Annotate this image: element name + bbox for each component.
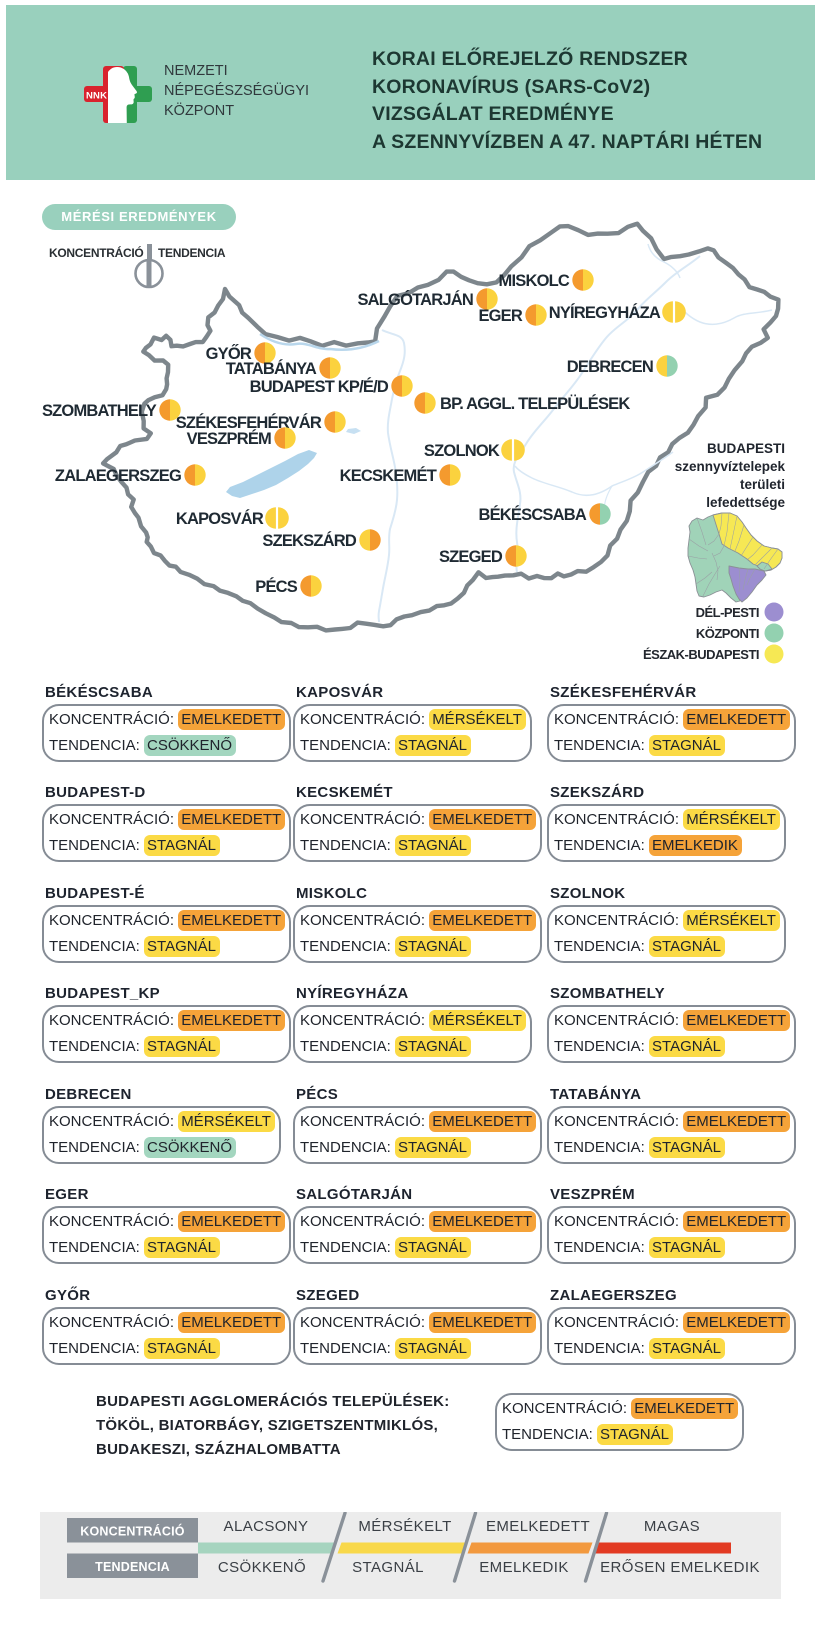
svg-text:KONCENTRÁCIÓ: KONCENTRÁCIÓ	[80, 1524, 185, 1539]
svg-text:ÉSZAK-BUDAPESTI: ÉSZAK-BUDAPESTI	[643, 647, 759, 662]
svg-text:BP. AGGL. TELEPÜLÉSEK: BP. AGGL. TELEPÜLÉSEK	[440, 394, 630, 413]
svg-text:KAPOSVÁR: KAPOSVÁR	[176, 509, 264, 528]
svg-text:szennyvíztelepek: szennyvíztelepek	[675, 459, 786, 474]
svg-text:PÉCS: PÉCS	[255, 577, 298, 596]
svg-text:lefedettsége: lefedettsége	[706, 495, 785, 510]
svg-text:BÉKÉSCSABA: BÉKÉSCSABA	[478, 505, 586, 524]
svg-text:BUDAPESTI: BUDAPESTI	[707, 441, 785, 456]
svg-text:SZÉKESFEHÉRVÁR: SZÉKESFEHÉRVÁR	[176, 413, 322, 432]
svg-text:SZOLNOK: SZOLNOK	[424, 442, 500, 460]
svg-text:BUDAPEST KP/É/D: BUDAPEST KP/É/D	[250, 377, 389, 396]
svg-text:DEBRECEN: DEBRECEN	[567, 358, 653, 376]
svg-text:EGER: EGER	[478, 307, 522, 325]
svg-text:NYÍREGYHÁZA: NYÍREGYHÁZA	[549, 303, 661, 322]
svg-text:SZOMBATHELY: SZOMBATHELY	[42, 402, 157, 420]
svg-text:SALGÓTARJÁN: SALGÓTARJÁN	[357, 290, 473, 309]
svg-text:KÖZPONTI: KÖZPONTI	[696, 626, 759, 641]
svg-text:SZEGED: SZEGED	[439, 548, 503, 566]
svg-text:VESZPRÉM: VESZPRÉM	[187, 429, 271, 448]
svg-text:NNK: NNK	[86, 91, 107, 102]
svg-text:SZEKSZÁRD: SZEKSZÁRD	[262, 531, 357, 550]
svg-text:KECSKEMÉT: KECSKEMÉT	[340, 466, 437, 485]
svg-text:TATABÁNYA: TATABÁNYA	[226, 359, 317, 378]
svg-text:TENDENCIA: TENDENCIA	[95, 1560, 170, 1574]
svg-text:ZALAEGERSZEG: ZALAEGERSZEG	[55, 467, 181, 485]
svg-text:MISKOLC: MISKOLC	[499, 272, 570, 290]
svg-text:területi: területi	[740, 477, 785, 492]
svg-text:DÉL-PESTI: DÉL-PESTI	[696, 605, 759, 620]
svg-text:GYŐR: GYŐR	[206, 344, 252, 363]
